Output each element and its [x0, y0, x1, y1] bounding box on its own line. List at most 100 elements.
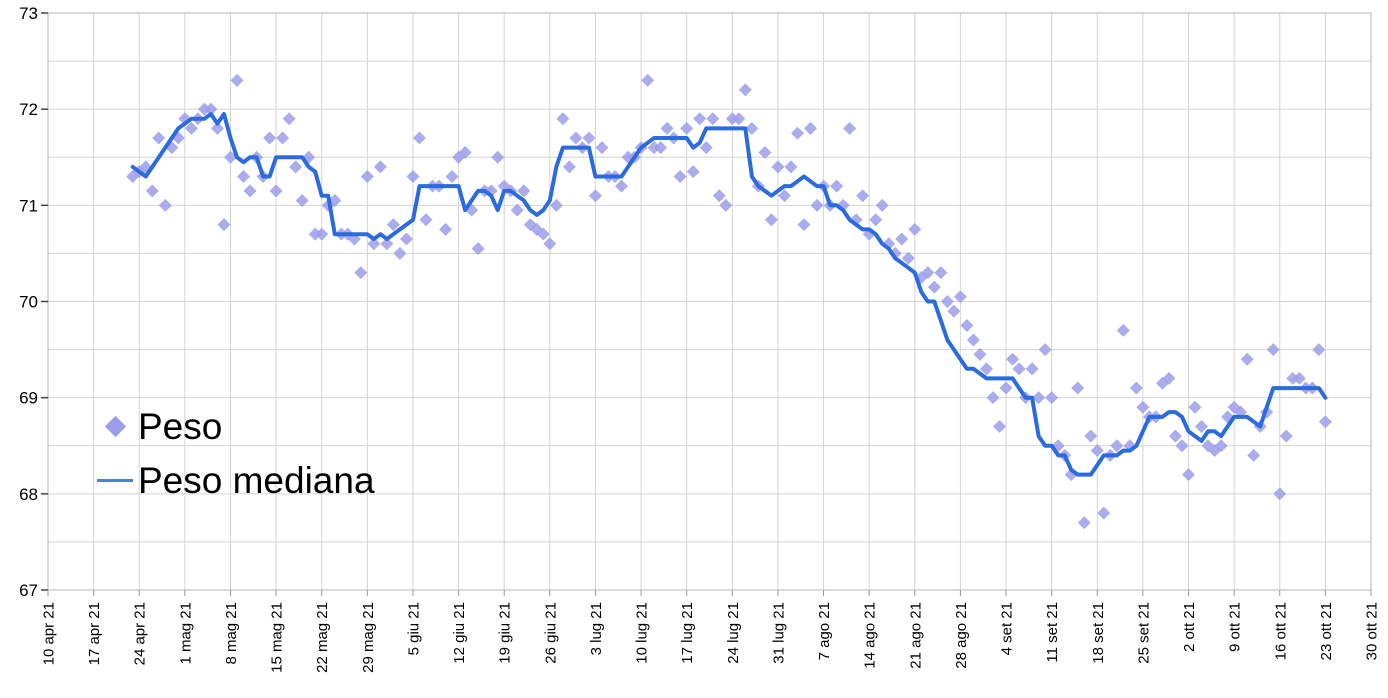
y-tick-label: 73: [19, 4, 38, 23]
diamond-icon: [92, 415, 138, 437]
data-point-diamond: [901, 251, 915, 265]
data-point-diamond: [393, 246, 407, 260]
x-tick-label: 5 giu 21: [405, 602, 422, 655]
data-point-diamond: [654, 141, 668, 155]
x-tick-label: 15 mag 21: [269, 602, 286, 673]
data-point-diamond: [693, 112, 707, 126]
x-tick-label: 22 mag 21: [314, 602, 331, 673]
data-point-diamond: [582, 131, 596, 145]
data-point-diamond: [1175, 439, 1189, 453]
data-point-diamond: [1214, 439, 1228, 453]
data-point-diamond: [588, 189, 602, 203]
data-point-diamond: [217, 218, 231, 232]
data-point-diamond: [966, 333, 980, 347]
data-point-diamond: [1006, 352, 1020, 366]
y-tick-label: 70: [19, 293, 38, 312]
data-point-diamond: [1279, 429, 1293, 443]
data-point-diamond: [289, 160, 303, 174]
data-point-diamond: [204, 102, 218, 116]
x-tick-label: 10 apr 21: [41, 602, 58, 665]
data-point-diamond: [1312, 343, 1326, 357]
x-tick-label: 25 set 21: [1135, 602, 1152, 664]
data-point-diamond: [869, 213, 883, 227]
line-swatch-icon: [92, 478, 138, 482]
data-point-diamond: [1168, 429, 1182, 443]
data-point-diamond: [386, 218, 400, 232]
data-point-diamond: [1136, 400, 1150, 414]
data-point-diamond: [536, 227, 550, 241]
legend-label-peso: Peso: [138, 405, 223, 447]
data-point-diamond: [1110, 439, 1124, 453]
x-tick-label: 11 set 21: [1044, 602, 1061, 663]
data-point-diamond: [979, 362, 993, 376]
data-point-diamond: [412, 131, 426, 145]
data-point-diamond: [875, 198, 889, 212]
legend-label-peso-mediana: Peso mediana: [138, 459, 375, 501]
data-point-diamond: [927, 280, 941, 294]
data-point-diamond: [282, 112, 296, 126]
data-point-diamond: [1318, 415, 1332, 429]
data-point-diamond: [856, 189, 870, 203]
median-line: [130, 112, 1328, 477]
legend-item-peso-mediana: Peso mediana: [92, 453, 375, 507]
data-point-diamond: [406, 169, 420, 183]
x-tick-label: 4 set 21: [999, 602, 1016, 655]
data-point-diamond: [830, 179, 844, 193]
y-tick-label: 69: [19, 389, 38, 408]
x-tick-label: 18 set 21: [1090, 602, 1107, 664]
data-point-diamond: [373, 160, 387, 174]
data-point-diamond: [210, 121, 224, 135]
x-tick-label: 12 giu 21: [451, 602, 468, 664]
data-point-diamond: [641, 73, 655, 87]
x-tick-label: 31 lug 21: [770, 602, 787, 664]
data-point-diamond: [1116, 323, 1130, 337]
legend-item-peso: Peso: [92, 399, 375, 453]
y-tick-label: 68: [19, 485, 38, 504]
data-point-diamond: [615, 179, 629, 193]
data-point-diamond: [738, 83, 752, 97]
x-tick-label: 10 lug 21: [634, 602, 651, 664]
data-point-diamond: [1038, 343, 1052, 357]
y-tick-label: 71: [19, 196, 38, 215]
legend: Peso Peso mediana: [92, 399, 375, 507]
data-point-diamond: [908, 222, 922, 236]
x-tick-label: 9 ott 21: [1227, 602, 1244, 652]
data-point-diamond: [940, 295, 954, 308]
data-point-diamond: [243, 184, 257, 198]
data-point-diamond: [1084, 429, 1098, 443]
data-point-diamond: [784, 160, 798, 174]
x-tick-label: 14 ago 21: [862, 602, 879, 669]
data-point-diamond: [1162, 371, 1176, 385]
data-point-diamond: [569, 131, 583, 145]
data-point-diamond: [419, 213, 433, 227]
data-point-diamond: [230, 73, 244, 87]
data-point-diamond: [269, 184, 283, 198]
x-tick-label: 21 ago 21: [907, 602, 924, 669]
x-tick-label: 24 lug 21: [725, 602, 742, 664]
data-point-diamond: [517, 184, 531, 198]
x-tick-label: 16 ott 21: [1272, 602, 1289, 660]
data-point-diamond: [562, 160, 576, 174]
data-point-diamond: [458, 145, 472, 159]
data-point-diamond: [354, 266, 368, 280]
data-point-diamond: [549, 198, 563, 212]
data-point-diamond: [764, 213, 778, 227]
data-point-diamond: [660, 121, 674, 135]
y-tick-label: 67: [19, 581, 38, 600]
x-tick-label: 3 lug 21: [588, 602, 605, 655]
data-point-diamond: [360, 169, 374, 183]
data-point-diamond: [308, 227, 322, 241]
x-tick-label: 26 giu 21: [542, 602, 559, 664]
data-point-diamond: [1025, 362, 1039, 376]
data-point-diamond: [1032, 391, 1046, 405]
data-point-diamond: [680, 121, 694, 135]
data-point-diamond: [1240, 352, 1254, 366]
data-point-diamond: [1045, 391, 1059, 405]
data-point-diamond: [556, 112, 570, 126]
data-point-diamond: [758, 145, 772, 159]
data-point-diamond: [223, 150, 237, 164]
data-point-diamond: [237, 169, 251, 183]
x-tick-label: 17 lug 21: [679, 602, 696, 664]
x-tick-label: 28 ago 21: [953, 602, 970, 669]
